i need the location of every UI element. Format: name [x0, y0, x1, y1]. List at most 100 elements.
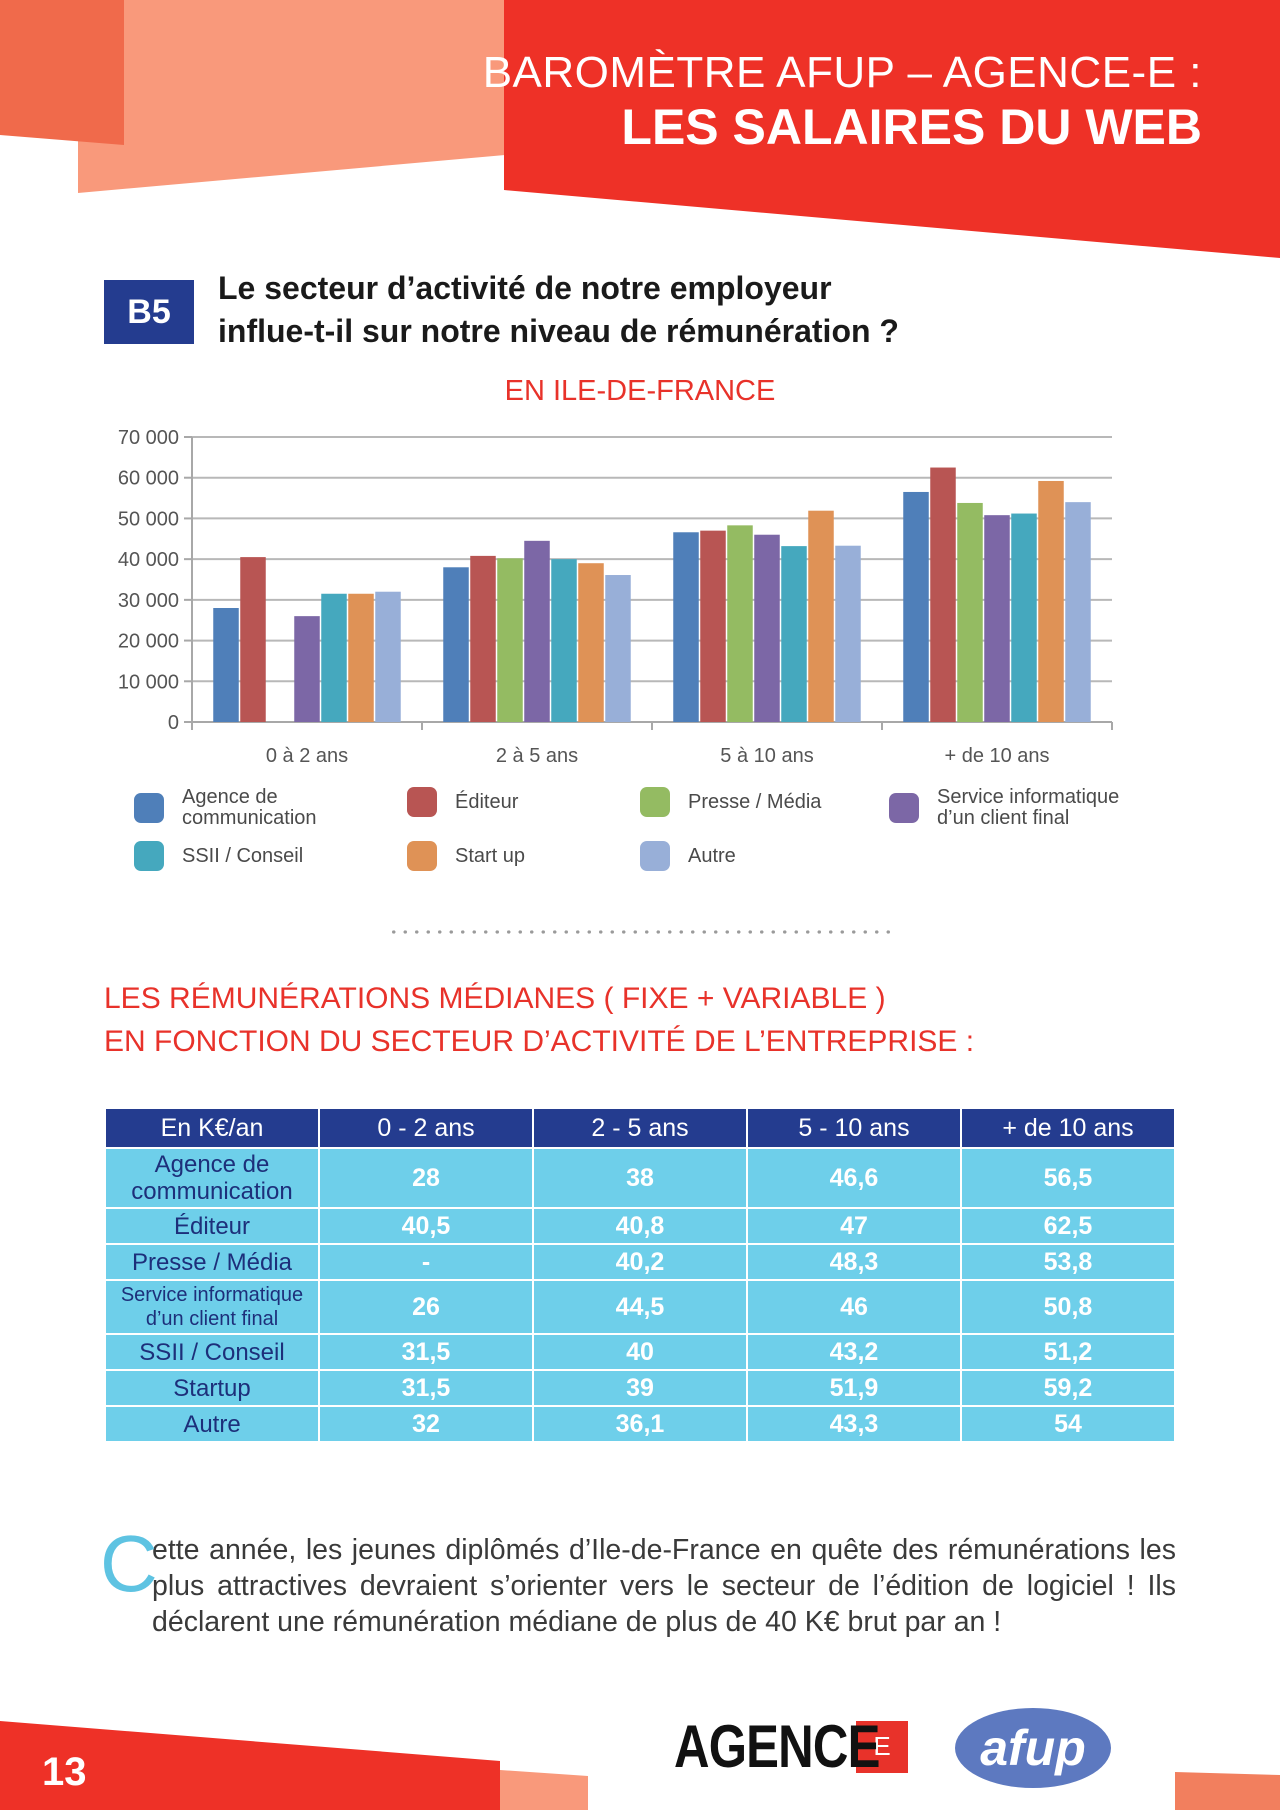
- row-label-line1: Service informatique: [120, 1284, 304, 1306]
- x-tick-label: 2 à 5 ans: [496, 745, 578, 767]
- legend-label: Start up: [455, 845, 525, 867]
- y-tick-label: 70 000: [118, 427, 179, 449]
- dotted-divider: [388, 930, 894, 934]
- legend-label: Autre: [688, 844, 736, 867]
- header-orange-corner: [0, 0, 124, 145]
- row-label-line1: Éditeur: [173, 1212, 251, 1240]
- row-label-line1: Presse / Média: [131, 1248, 293, 1276]
- legend-label-line1: SSII / Conseil: [182, 844, 304, 867]
- row-label-line2: communication: [131, 1178, 293, 1205]
- legend-swatch: [134, 841, 164, 871]
- value-cell: -: [318, 1243, 534, 1281]
- legend-label-line2: d’un client final: [937, 807, 1070, 829]
- value-cell: 56,5: [960, 1147, 1176, 1209]
- chart-subtitle: EN ILE-DE-FRANCE: [504, 375, 776, 407]
- row-label-line1: Startup: [173, 1374, 251, 1402]
- paragraph-text: ette année, les jeunes diplômés d’Ile-de…: [152, 1534, 1176, 1638]
- salary-table: En K€/an 0 - 2 ans 2 - 5 ans 5 - 10 ans …: [104, 1107, 1176, 1443]
- bar: [605, 575, 631, 722]
- y-tick-label: 60 000: [118, 468, 179, 490]
- value-cell: 31,5: [318, 1369, 534, 1407]
- bar: [375, 591, 401, 722]
- question-line2: influe-t-il sur notre niveau de rémunéra…: [218, 313, 899, 349]
- table-row: Presse / Média -40,2 48,3 53,8: [104, 1243, 1176, 1281]
- row-label-line2: d’un client final: [145, 1308, 279, 1330]
- legend-swatch: [640, 787, 670, 817]
- value-cell: 40,2: [532, 1243, 748, 1281]
- header-title-line2: LES SALAIRES DU WEB: [621, 99, 1202, 155]
- table-row: Autre 32 36,1 43,3 54: [104, 1405, 1176, 1443]
- value-cell: 36,1: [532, 1405, 748, 1443]
- value-cell: 26: [318, 1279, 534, 1335]
- value-cell: 46: [746, 1279, 962, 1335]
- y-tick-label: 0: [168, 712, 179, 734]
- section-title-line1: LES RÉMUNÉRATIONS MÉDIANES ( FIXE + VARI…: [104, 982, 886, 1015]
- x-tick-label: + de 10 ans: [944, 745, 1049, 767]
- bar: [294, 616, 320, 722]
- bar: [348, 593, 374, 722]
- legend-label-line1: Agence de: [182, 786, 278, 808]
- legend-label: Agence de communication: [182, 787, 317, 829]
- legend-label-line1: Éditeur: [455, 790, 519, 813]
- legend-item: SSII / Conseil: [134, 841, 303, 871]
- legend-swatch: [889, 793, 919, 823]
- table-header-cell: 5 - 10 ans: [746, 1107, 962, 1149]
- bar: [213, 608, 239, 722]
- value-cell: 31,5: [318, 1333, 534, 1371]
- y-tick-label: 20 000: [118, 631, 179, 653]
- value-cell: 51,2: [960, 1333, 1176, 1371]
- value-cell: 50,8: [960, 1279, 1176, 1335]
- row-label: Éditeur: [104, 1207, 320, 1245]
- legend-label: Presse / Média: [688, 790, 822, 813]
- bar: [578, 563, 604, 722]
- legend-label: Service informatique d’un client final: [937, 787, 1119, 829]
- value-cell: 32: [318, 1405, 534, 1443]
- bar: [470, 555, 496, 722]
- y-tick-label: 30 000: [118, 590, 179, 612]
- bar: [321, 593, 347, 722]
- legend-item: Service informatique d’un client final: [889, 787, 1119, 829]
- bar: [754, 534, 780, 722]
- row-label: Agence de communication: [104, 1147, 320, 1209]
- value-cell: 59,2: [960, 1369, 1176, 1407]
- value-cell: 47: [746, 1207, 962, 1245]
- bar: [930, 467, 956, 722]
- value-cell: 40: [532, 1333, 748, 1371]
- question-line1: Le secteur d’activité de notre employeur: [218, 270, 832, 306]
- legend-label-line1: Presse / Média: [688, 790, 822, 813]
- header-red-band: [504, 0, 1280, 258]
- table-row: Service informatique d’un client final 26 4…: [104, 1279, 1176, 1335]
- bar: [957, 502, 983, 722]
- legend-label-line1: Autre: [688, 844, 736, 867]
- legend-label-line2: communication: [182, 807, 317, 829]
- bar: [443, 567, 469, 722]
- legend-item: Start up: [407, 841, 525, 871]
- bar: [1011, 513, 1037, 722]
- table-row: SSII / Conseil 31,5 40 43,2 51,2: [104, 1333, 1176, 1371]
- bar: [808, 510, 834, 722]
- section-title-line2: EN FONCTION DU SECTEUR D’ACTIVITÉ DE L’E…: [104, 1025, 975, 1058]
- bar: [835, 545, 861, 722]
- table-row: Agence de communication 28 38 46,6 56,5: [104, 1147, 1176, 1209]
- value-cell: 40,5: [318, 1207, 534, 1245]
- bar-chart: 0 10 000 20 000 30 000 40 000 50 000 60 000 70 …: [118, 427, 1113, 767]
- drop-cap: C: [100, 1519, 158, 1608]
- header-title-line1: BAROMÈTRE AFUP – AGENCE-E :: [482, 48, 1202, 97]
- value-cell: 53,8: [960, 1243, 1176, 1281]
- value-cell: 43,2: [746, 1333, 962, 1371]
- row-label: Startup: [104, 1369, 320, 1407]
- page-number: 13: [42, 1750, 87, 1794]
- legend-item: Agence de communication: [134, 787, 317, 829]
- y-tick-label: 10 000: [118, 671, 179, 693]
- bar: [524, 540, 550, 722]
- y-tick-label: 50 000: [118, 508, 179, 530]
- legend-label: SSII / Conseil: [182, 844, 304, 867]
- legend-item: Éditeur: [407, 787, 518, 817]
- value-cell: 43,3: [746, 1405, 962, 1443]
- x-tick-label: 0 à 2 ans: [266, 745, 348, 767]
- agence-e-logo: AGENCE E: [674, 1712, 908, 1781]
- footer-salmon-band: [500, 1770, 588, 1810]
- bar: [700, 530, 726, 722]
- bar: [1038, 480, 1064, 722]
- legend-swatch: [407, 787, 437, 817]
